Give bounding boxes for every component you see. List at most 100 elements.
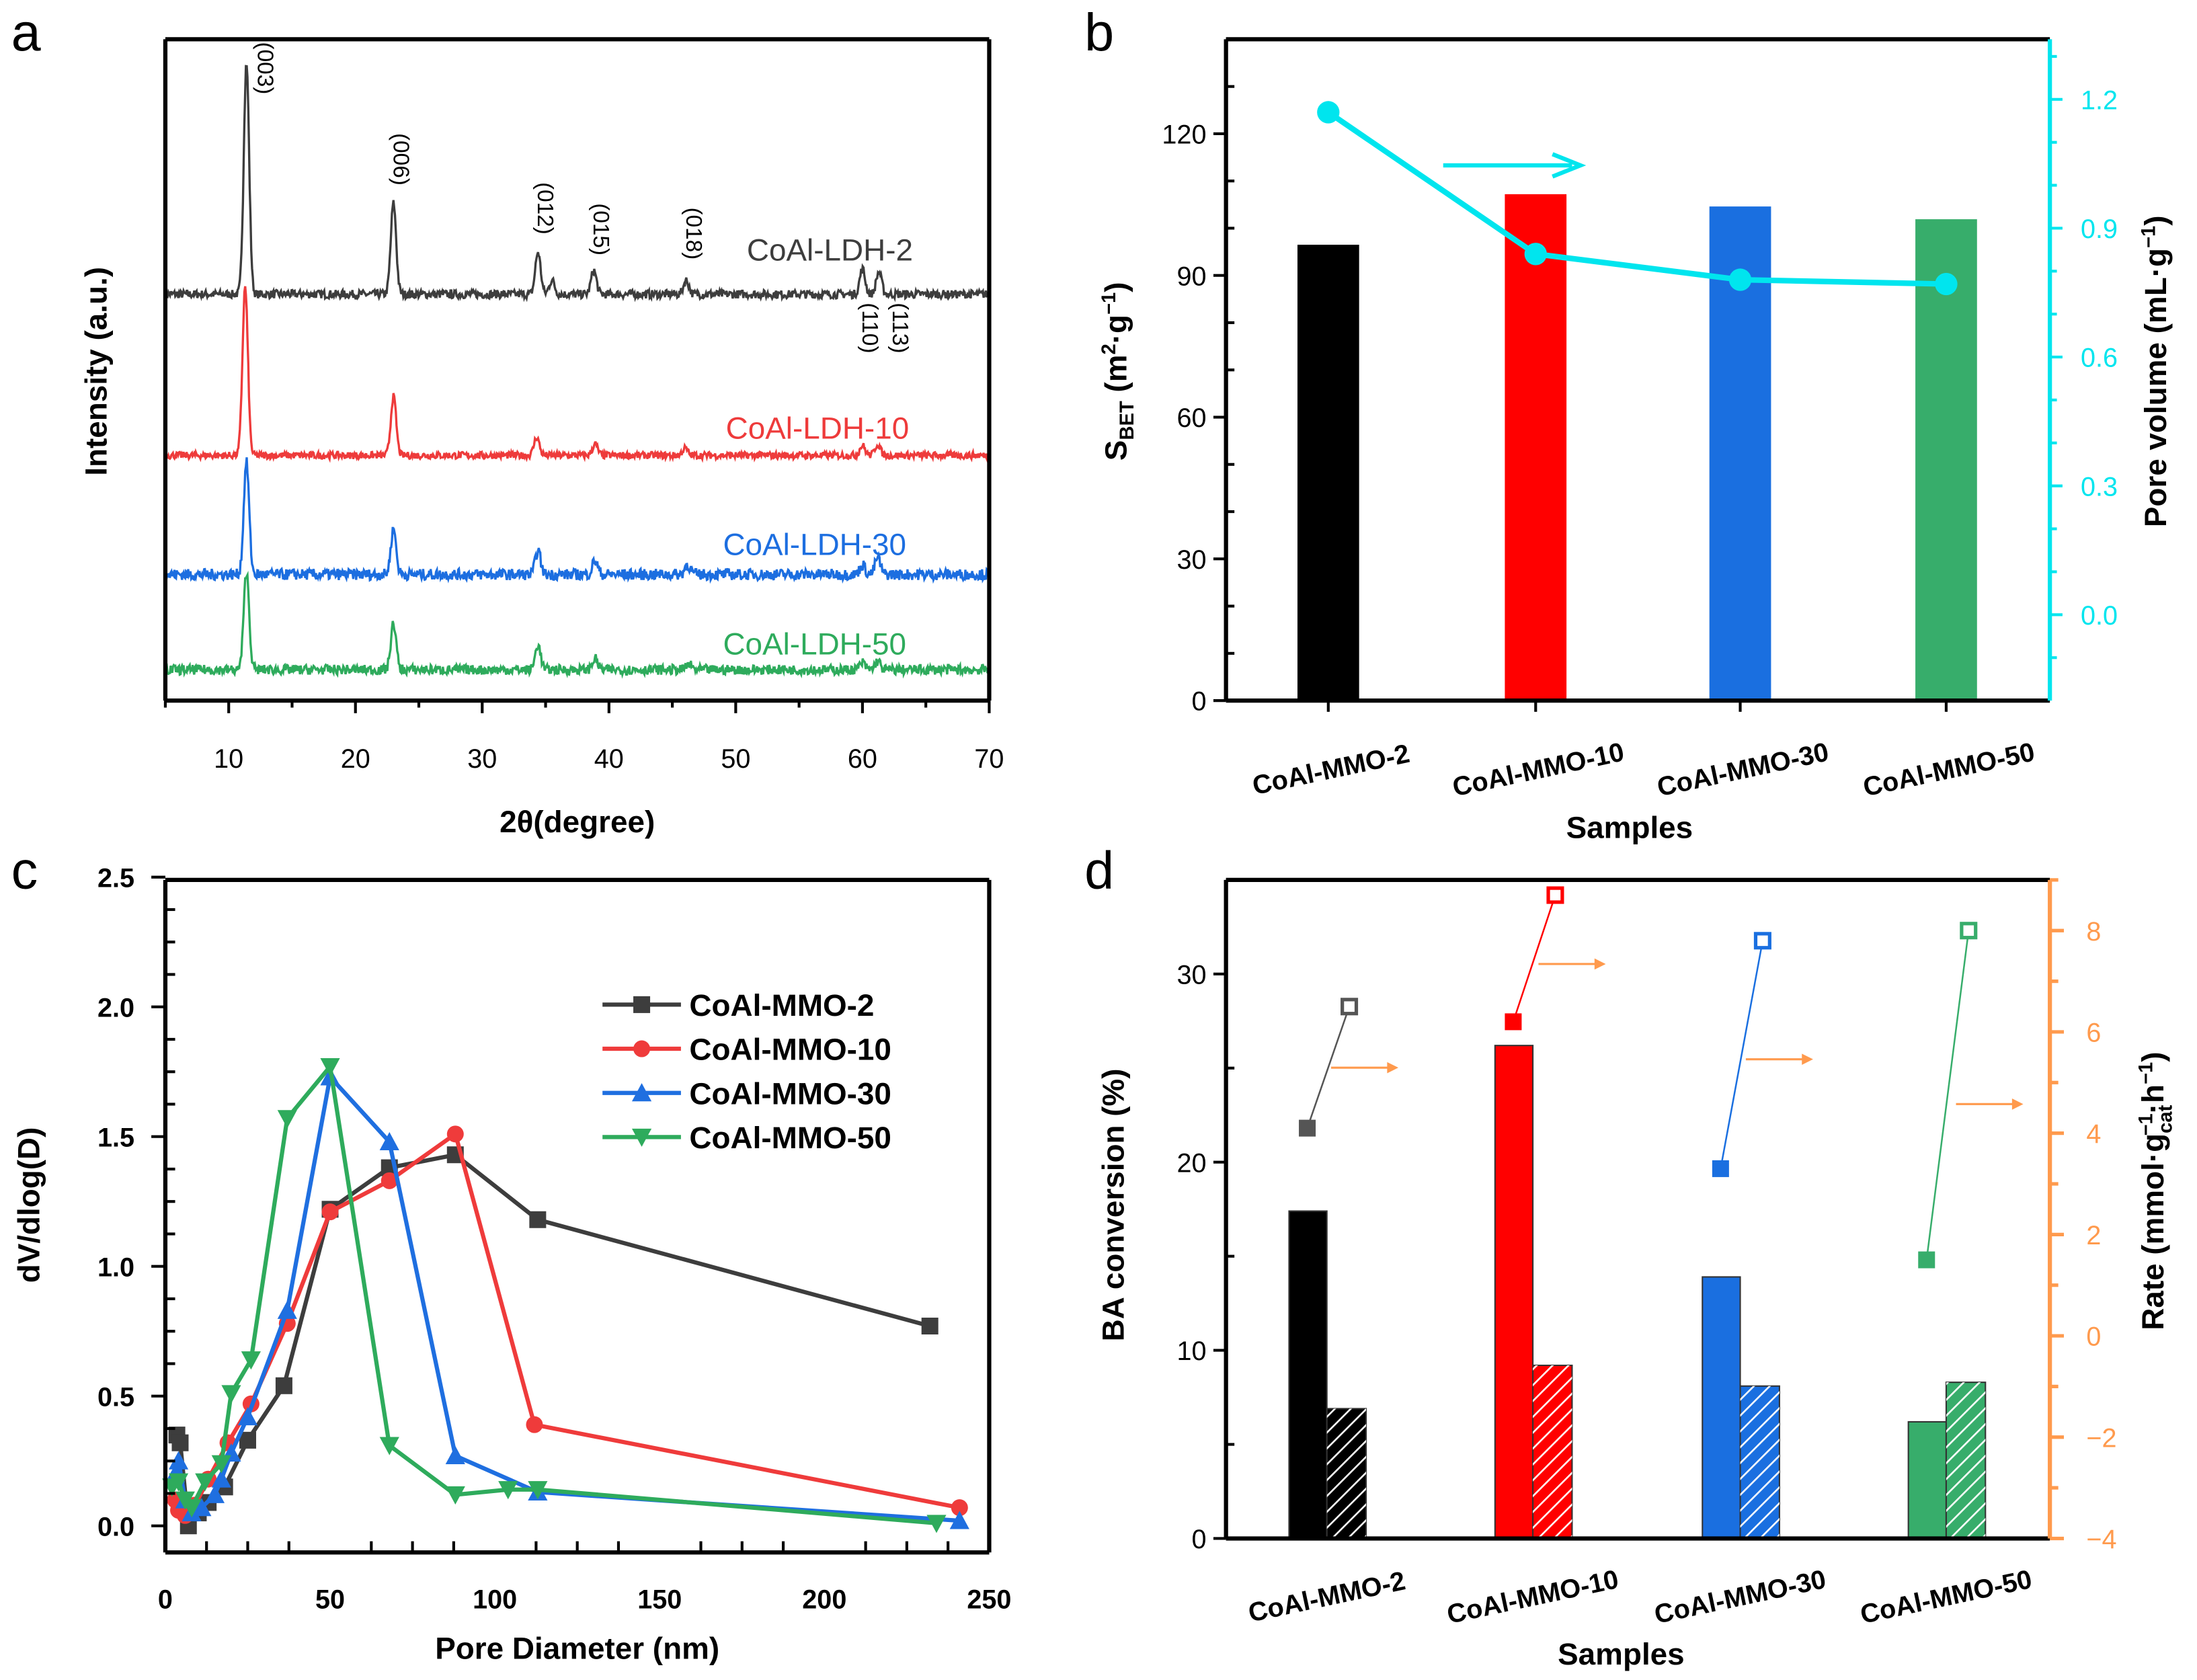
- data-point: [237, 1407, 258, 1426]
- x-tick-label: CoAl-MMO-50: [1860, 737, 2037, 802]
- y-tick-label: 10: [1176, 1336, 1206, 1366]
- panel-d-conversion: 0 10 20 30 −4 −2 0 2 4 6 8 CoAl-MMO-2 CoAl-MMO-10 CoA…: [1096, 877, 2177, 1671]
- data-point: [195, 1473, 215, 1492]
- bar-CoAl-MMO-2: [1297, 245, 1359, 701]
- pore-volume-point: [1935, 272, 1958, 296]
- x-axis-label: 2θ(degree): [500, 804, 655, 839]
- rate-point-open: [1960, 922, 1978, 940]
- y-axis-label: BA conversion (%): [1096, 1069, 1131, 1342]
- y-tick-label: 2.0: [97, 993, 134, 1023]
- rate-line: [1925, 930, 1970, 1261]
- panel-a-xrd: CoAl-LDH-2 CoAl-LDH-10 CoAl-LDH-30 CoAl-LDH…: [78, 37, 1004, 839]
- rate-line: [1306, 1006, 1351, 1129]
- peak-label: (015): [588, 203, 613, 255]
- series-label: CoAl-LDH-50: [723, 626, 906, 661]
- y2-axis-label: Pore volume (mL·g−1): [2138, 215, 2173, 527]
- x-tick-label: CoAl-MMO-2: [1246, 1566, 1408, 1628]
- x-tick-label: 10: [214, 744, 243, 774]
- series-label: CoAl-LDH-2: [747, 233, 913, 268]
- peak-label: (113): [887, 303, 912, 353]
- data-point: [526, 1416, 543, 1433]
- data-point: [529, 1211, 547, 1228]
- data-point: [498, 1481, 518, 1500]
- rate-line: [1720, 941, 1764, 1169]
- panel-c-pore-distribution: CoAl-MMO-2 CoAl-MMO-10 CoAl-MMO-30 CoAl-MMO…: [11, 863, 1011, 1665]
- x-tick-label: CoAl-MMO-10: [1450, 737, 1627, 802]
- x-tick-label: CoAl-MMO-50: [1858, 1564, 2034, 1630]
- y-axis-label: dV/dlog(D): [11, 1127, 46, 1283]
- y2-tick-label: 0: [2086, 1322, 2101, 1352]
- panel-letter-a: a: [11, 2, 42, 62]
- y-tick-label: 30: [1176, 960, 1206, 990]
- right-axis-arrowhead: [1552, 152, 1587, 179]
- legend-label: CoAl-MMO-30: [689, 1076, 891, 1111]
- data-point: [445, 1486, 465, 1505]
- data-point: [277, 1300, 297, 1319]
- legend-marker: [631, 1128, 652, 1147]
- y-tick-label: 0.0: [97, 1512, 134, 1542]
- rate-point-filled: [1505, 1013, 1522, 1031]
- x-tick-label: 40: [594, 744, 624, 774]
- y2-tick-label: 6: [2086, 1018, 2101, 1048]
- y2-tick-label: 4: [2086, 1119, 2101, 1149]
- rate-point-open: [1341, 998, 1359, 1016]
- legend-label: CoAl-MMO-50: [689, 1120, 891, 1155]
- data-point: [171, 1434, 189, 1451]
- rate-point-filled: [1712, 1160, 1729, 1177]
- pore-volume-line: [1326, 110, 1947, 287]
- y2-tick-label: 2: [2086, 1221, 2101, 1250]
- rate-point-filled: [1299, 1119, 1316, 1137]
- bar-hatch-pattern: [1326, 1408, 1367, 1539]
- data-point: [277, 1110, 297, 1129]
- panel-letter-c: c: [11, 840, 38, 899]
- x-axis-label: Pore Diameter (nm): [435, 1631, 719, 1666]
- x-tick-label: CoAl-MMO-30: [1652, 1564, 1829, 1630]
- y2-axis-label: Rate (mmol·gcat−1·h−1): [2135, 1051, 2177, 1330]
- legend-marker: [633, 996, 651, 1013]
- data-point: [379, 1131, 399, 1150]
- y-axis-label: Intensity (a.u.): [78, 267, 113, 476]
- peak-label: (003): [253, 42, 278, 95]
- series-label: CoAl-LDH-10: [726, 410, 910, 445]
- y-tick-label: 0: [1191, 687, 1206, 717]
- data-point: [211, 1469, 231, 1488]
- data-point: [381, 1172, 398, 1189]
- bar-solid-CoAl-MMO-10: [1494, 1045, 1534, 1539]
- bar-solid-CoAl-MMO-50: [1907, 1421, 1947, 1539]
- rate-point-open: [1753, 932, 1771, 950]
- x-tick-label: CoAl-MMO-2: [1250, 739, 1412, 801]
- y2-tick-label: −4: [2086, 1525, 2116, 1554]
- bar-hatch-pattern: [1946, 1382, 1986, 1539]
- y-tick-label: 90: [1176, 262, 1206, 291]
- y-tick-label: 30: [1176, 545, 1206, 575]
- x-tick-label: 250: [967, 1585, 1011, 1615]
- peak-label: (006): [388, 133, 413, 186]
- x-tick-label: CoAl-MMO-30: [1654, 737, 1831, 802]
- data-point: [321, 1203, 339, 1221]
- data-point: [949, 1511, 969, 1529]
- rate-point-open: [1546, 886, 1564, 904]
- y-tick-label: 20: [1176, 1148, 1206, 1178]
- x-tick-label: CoAl-MMO-10: [1445, 1564, 1622, 1630]
- y2-tick-label: 0.3: [2081, 472, 2118, 502]
- data-point: [926, 1515, 947, 1533]
- data-point: [446, 1125, 464, 1143]
- y-tick-label: 1.5: [97, 1123, 134, 1152]
- legend-label: CoAl-MMO-2: [689, 988, 874, 1023]
- rate-point-filled: [1918, 1251, 1935, 1269]
- bar-solid-CoAl-MMO-30: [1702, 1276, 1741, 1539]
- y-tick-label: 60: [1176, 403, 1206, 433]
- y2-tick-label: 0.6: [2081, 344, 2118, 373]
- x-tick-label: 0: [158, 1585, 173, 1615]
- bar-CoAl-MMO-50: [1915, 219, 1977, 701]
- right-axis-arrowhead: [1387, 1062, 1399, 1074]
- data-point: [182, 1499, 202, 1518]
- data-point: [211, 1455, 231, 1474]
- data-point: [445, 1445, 465, 1464]
- y-tick-label: 120: [1162, 120, 1206, 150]
- data-point: [168, 1451, 189, 1470]
- panel-letter-d: d: [1084, 840, 1114, 899]
- legend-marker: [633, 1040, 651, 1057]
- y2-tick-label: 1.2: [2081, 85, 2118, 115]
